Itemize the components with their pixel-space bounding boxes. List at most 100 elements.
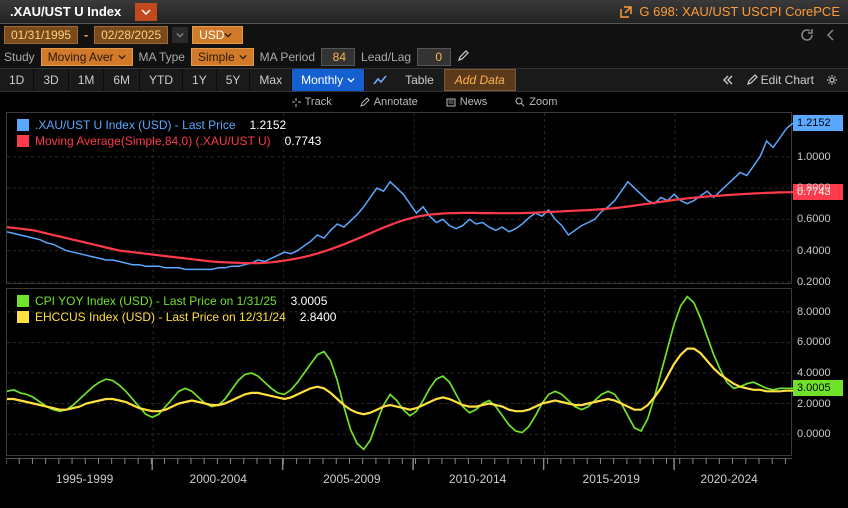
ytick-label: 0.6000 (793, 213, 843, 225)
ytick-label: 0.2000 (793, 276, 843, 288)
legend-text: .XAU/UST U Index (USD) - Last Price (35, 117, 236, 133)
track-button[interactable]: Track (291, 96, 332, 108)
timeframe-max[interactable]: Max (250, 69, 292, 91)
refresh-icon[interactable] (800, 28, 814, 42)
xaxis-label: 2000-2004 (190, 472, 247, 486)
chart-toolbar: Track Annotate News Zoom (0, 92, 848, 112)
legend-text: CPI YOY Index (USD) - Last Price on 1/31… (35, 293, 277, 309)
collapse-button[interactable] (718, 74, 738, 86)
ytick-label: 8.0000 (793, 306, 843, 318)
timeframe-5y[interactable]: 5Y (217, 69, 251, 91)
ytick-label: 6.0000 (793, 336, 843, 348)
legend-text: Moving Average(Simple,84,0) (.XAU/UST U) (35, 133, 271, 149)
chevrons-left-icon (722, 74, 734, 86)
legend-top: .XAU/UST U Index (USD) - Last Price 1.215… (17, 117, 321, 149)
right-tools: Edit Chart (712, 69, 848, 91)
legend-item: .XAU/UST U Index (USD) - Last Price 1.215… (17, 117, 321, 133)
timeframe-ytd[interactable]: YTD (140, 69, 183, 91)
pencil-icon (746, 74, 758, 86)
ytick-label: 4.0000 (793, 367, 843, 379)
legend-item: CPI YOY Index (USD) - Last Price on 1/31… (17, 293, 336, 309)
chart-panel-bottom: CPI YOY Index (USD) - Last Price on 1/31… (6, 288, 792, 456)
legend-swatch (17, 119, 29, 131)
chart-type-button[interactable] (365, 69, 395, 91)
legend-swatch (17, 311, 29, 323)
date-picker-button[interactable] (172, 27, 188, 43)
timeframe-tabs: 1D3D1M6MYTD1Y5YMaxMonthly (0, 69, 365, 91)
currency-value: USD (199, 28, 224, 42)
settings-button[interactable] (822, 74, 842, 86)
legend-value: 1.2152 (250, 117, 287, 133)
line-chart-icon (373, 73, 387, 87)
legend-item: EHCCUS Index (USD) - Last Price on 12/31… (17, 309, 336, 325)
timeframe-1y[interactable]: 1Y (183, 69, 217, 91)
legend-swatch (17, 135, 29, 147)
track-icon (291, 97, 301, 107)
instrument-dropdown[interactable] (135, 3, 157, 21)
leadlag-label: Lead/Lag (361, 50, 411, 64)
leadlag-input[interactable]: 0 (417, 48, 451, 66)
chevron-down-icon (118, 53, 126, 61)
maperiod-input[interactable]: 84 (321, 48, 355, 66)
timeframe-3d[interactable]: 3D (34, 69, 68, 91)
xaxis-label: 2020-2024 (700, 472, 757, 486)
annotate-icon (360, 97, 370, 107)
study-select[interactable]: Moving Aver (41, 48, 133, 66)
date-sep: - (82, 28, 90, 42)
ytick-label: 0.8000 (793, 182, 843, 194)
edit-chart-label: Edit Chart (761, 73, 814, 87)
x-axis: 1995-1999 2000-2004 2005-2009 2010-2014 2015… (6, 458, 792, 498)
chevron-down-icon (176, 31, 184, 39)
currency-select[interactable]: USD (192, 26, 243, 44)
table-button[interactable]: Table (395, 69, 444, 91)
edit-study-button[interactable] (457, 50, 469, 65)
zoom-icon (515, 97, 525, 107)
chart-id-label[interactable]: G 698: XAU/UST USCPI CorePCE (611, 4, 848, 19)
timeframe-monthly[interactable]: Monthly (292, 69, 365, 91)
chevron-down-icon (141, 7, 151, 17)
ytick-label: 2.0000 (793, 398, 843, 410)
xaxis-label: 2005-2009 (323, 472, 380, 486)
legend-bottom: CPI YOY Index (USD) - Last Price on 1/31… (17, 293, 336, 325)
date-from-input[interactable]: 01/31/1995 (4, 26, 78, 44)
external-link-icon (619, 5, 633, 19)
ytick-label: 1.0000 (793, 151, 843, 163)
title-bar: .XAU/UST U Index G 698: XAU/UST USCPI Co… (0, 0, 848, 24)
price-flag: 3.0005 (793, 380, 843, 396)
zoom-button[interactable]: Zoom (515, 96, 557, 108)
news-button[interactable]: News (446, 96, 488, 108)
maperiod-label: MA Period (260, 50, 315, 64)
matype-select[interactable]: Simple (191, 48, 254, 66)
add-data-input[interactable]: Add Data (444, 69, 516, 91)
date-to-input[interactable]: 02/28/2025 (94, 26, 168, 44)
annotate-button[interactable]: Annotate (360, 96, 418, 108)
chart-area: .XAU/UST U Index (USD) - Last Price 1.215… (0, 112, 848, 508)
chevron-left-icon[interactable] (824, 28, 838, 42)
ytick-label: 0.0000 (793, 428, 843, 440)
timeframe-1m[interactable]: 1M (69, 69, 105, 91)
timeframe-6m[interactable]: 6M (104, 69, 140, 91)
xaxis-label: 1995-1999 (56, 472, 113, 486)
x-axis-svg (6, 458, 792, 498)
study-bar: Study Moving Aver MA Type Simple MA Peri… (0, 46, 848, 68)
legend-value: 2.8400 (300, 309, 337, 325)
table-label: Table (405, 73, 434, 87)
legend-swatch (17, 295, 29, 307)
study-label: Study (4, 50, 35, 64)
spacer (516, 69, 712, 91)
news-icon (446, 97, 456, 107)
timeframe-bar: 1D3D1M6MYTD1Y5YMaxMonthly Table Add Data… (0, 68, 848, 92)
row2-icons (800, 28, 844, 42)
chart-panel-top: .XAU/UST U Index (USD) - Last Price 1.215… (6, 112, 792, 284)
chevron-down-icon (224, 31, 232, 39)
xaxis-label: 2015-2019 (583, 472, 640, 486)
xaxis-label: 2010-2014 (449, 472, 506, 486)
legend-value: 3.0005 (291, 293, 328, 309)
timeframe-1d[interactable]: 1D (0, 69, 34, 91)
instrument-title: .XAU/UST U Index (0, 4, 131, 19)
price-flag: 1.2152 (793, 115, 843, 131)
pencil-icon (457, 50, 469, 62)
chevron-down-icon (239, 53, 247, 61)
edit-chart-button[interactable]: Edit Chart (742, 73, 818, 87)
legend-text: EHCCUS Index (USD) - Last Price on 12/31… (35, 309, 286, 325)
